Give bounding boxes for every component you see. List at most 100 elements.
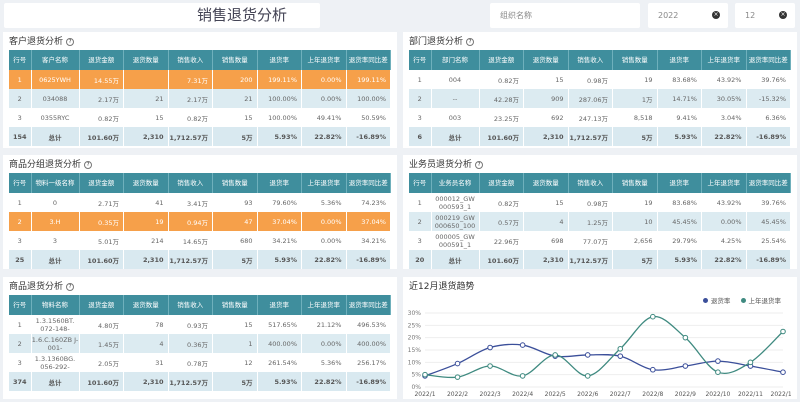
data-point (715, 358, 721, 364)
table-row[interactable]: 3 3 5.01万 214 14.65万 680 34.21% 0.00% 34.21% (9, 231, 391, 250)
column-header[interactable]: 退货率 (657, 173, 702, 193)
table-row[interactable]: 2 000219_GW 000650_100 0.57万 4 1.25万 10 45.45%… (409, 212, 791, 231)
column-header[interactable]: 退货金额 (479, 173, 524, 193)
column-header[interactable]: 上年退货率 (701, 50, 747, 70)
column-header[interactable]: 退货金额 (79, 173, 124, 193)
column-header[interactable]: 退货率同比差 (346, 295, 391, 315)
table-cell: 100.00% (257, 89, 302, 108)
column-header[interactable]: 退货金额 (79, 50, 124, 70)
help-icon[interactable]: ? (66, 282, 75, 291)
column-header[interactable]: 行号 (9, 50, 32, 70)
column-header[interactable]: 业务员名称 (431, 173, 480, 193)
column-header[interactable]: 退货率 (257, 50, 302, 70)
column-header[interactable]: 上年退货率 (301, 295, 347, 315)
table-cell: -- (431, 89, 480, 108)
total-cell: 5万 (212, 372, 258, 391)
column-header[interactable]: 退货率同比差 (746, 50, 791, 70)
column-header[interactable]: 销售收入 (168, 50, 213, 70)
column-header[interactable]: 销售数量 (212, 173, 258, 193)
table-cell: 0355RYC (31, 108, 80, 127)
column-header[interactable]: 销售收入 (568, 50, 613, 70)
column-header[interactable]: 上年退货率 (701, 173, 747, 193)
x-tick-label: 2022/4 (512, 391, 533, 398)
total-cell: -16.89% (746, 127, 791, 146)
data-point (650, 313, 656, 320)
table-row[interactable]: 3 003 23.25万 692 247.13万 8,518 9.41% 3.04% 6.36% (409, 108, 791, 127)
column-header[interactable]: 退货率 (657, 50, 702, 70)
year-filter[interactable]: 2022 × (648, 3, 728, 28)
table-row[interactable]: 1 1.3.1560BT. 072-148- 4.80万 78 0.93万 15 517.6… (9, 315, 391, 334)
table-cell: 29.79% (657, 231, 702, 250)
column-header[interactable]: 部门名称 (431, 50, 480, 70)
help-icon[interactable]: ? (475, 160, 484, 169)
table-row[interactable]: 2 3.H 0.35万 19 0.94万 47 37.04% 0.00% 37.04% (9, 212, 391, 231)
column-header[interactable]: 行号 (9, 173, 32, 193)
column-header[interactable]: 退货数量 (523, 173, 569, 193)
y-tick-label: 5% (411, 372, 421, 379)
table-row[interactable]: 1 004 0.82万 15 0.98万 19 83.68% 43.92% 39.76% (409, 70, 791, 89)
column-header[interactable]: 销售数量 (212, 295, 258, 315)
help-icon[interactable]: ? (84, 160, 93, 169)
column-header[interactable]: 上年退货率 (301, 50, 347, 70)
column-header[interactable]: 退货金额 (79, 295, 124, 315)
column-header[interactable]: 退货数量 (123, 50, 169, 70)
clear-year-icon[interactable]: × (712, 11, 720, 19)
table-cell: 0.00% (301, 70, 347, 89)
trend-chart: 0% 5% 10% 15% 20% 25% 30% 2022/1 2022/2 2022/3 202… (408, 310, 791, 398)
org-filter[interactable]: 组织名称 (490, 3, 640, 28)
table-cell: 0.82万 (168, 108, 213, 127)
column-header[interactable]: 客户名称 (31, 50, 80, 70)
column-header[interactable]: 销售数量 (212, 50, 258, 70)
table-row[interactable]: 3 1.3.1360BG. 056-292- 2.05万 31 0.78万 12 261.5… (9, 353, 391, 372)
total-cell: 25 (9, 250, 32, 269)
table-cell: 3.41万 (168, 193, 213, 212)
column-header[interactable]: 退货率同比差 (746, 173, 791, 193)
column-header[interactable]: 销售收入 (168, 295, 213, 315)
table-cell: 261.54% (257, 353, 302, 372)
column-header[interactable]: 退货率 (257, 173, 302, 193)
column-header[interactable]: 行号 (409, 173, 432, 193)
table-cell: 14.65万 (168, 231, 213, 250)
column-header[interactable]: 行号 (9, 295, 32, 315)
table-row[interactable]: 2 -- 42.28万 909 287.06万 1万 14.71% 30.05% -15.32% (409, 89, 791, 108)
column-header[interactable]: 退货率 (257, 295, 302, 315)
column-header[interactable]: 退货数量 (123, 173, 169, 193)
data-point (519, 342, 526, 348)
clear-month-icon[interactable]: × (779, 11, 787, 19)
table-cell: 3 (9, 353, 32, 372)
table-row[interactable]: 3 0355RYC 0.82万 15 0.82万 15 100.00% 49.41% 50.59… (9, 108, 391, 127)
panel-title-text: 商品分组退货分析 (9, 160, 82, 170)
column-header[interactable]: 退货金额 (479, 50, 524, 70)
table-row[interactable]: 2 1.6.C.160ZB J-001- 1.45万 4 0.36万 1 400.00% 0.… (9, 334, 391, 353)
month-filter[interactable]: 12 × (735, 3, 795, 28)
table-cell: 39.76% (746, 70, 791, 89)
column-header[interactable]: 销售数量 (612, 50, 658, 70)
table-cell: 2 (9, 334, 32, 353)
column-header[interactable]: 退货率同比差 (346, 50, 391, 70)
column-header[interactable]: 物料名称 (31, 295, 80, 315)
column-header[interactable]: 退货率同比差 (346, 173, 391, 193)
table-cell: 2.05万 (79, 353, 124, 372)
table-row[interactable]: 3 000005_GW 000591_1 22.96万 698 77.07万 2,656 2… (409, 231, 791, 250)
column-header[interactable]: 退货数量 (523, 50, 569, 70)
help-icon[interactable]: ? (466, 37, 475, 46)
column-header[interactable]: 物料一级名称 (31, 173, 80, 193)
table-cell: 8,518 (612, 108, 658, 127)
table-row[interactable]: 2 034088 2.17万 21 2.17万 21 100.00% 0.00% 100.00% (9, 89, 391, 108)
table-row[interactable]: 1 0625YWH 14.55万 7.31万 200 199.11% 0.00% 199.11… (9, 70, 391, 89)
total-cell: 1,712.57万 (568, 127, 613, 146)
table-cell: 400.00% (346, 334, 391, 353)
help-icon[interactable]: ? (66, 37, 75, 46)
total-cell: 6 (409, 127, 432, 146)
column-header[interactable]: 销售数量 (612, 173, 658, 193)
table-cell: 1.3.1560BT. 072-148- (31, 315, 80, 334)
column-header[interactable]: 行号 (409, 50, 432, 70)
table-cell: 287.06万 (568, 89, 613, 108)
column-header[interactable]: 销售收入 (568, 173, 613, 193)
column-header[interactable]: 上年退货率 (301, 173, 347, 193)
y-tick-label: 0% (411, 384, 421, 391)
table-row[interactable]: 1 0 2.71万 41 3.41万 93 79.60% 5.36% 74.23% (9, 193, 391, 212)
column-header[interactable]: 销售收入 (168, 173, 213, 193)
column-header[interactable]: 退货数量 (123, 295, 169, 315)
table-row[interactable]: 1 000012_GW 000593_1 0.82万 15 0.98万 19 83.68% 4… (409, 193, 791, 212)
